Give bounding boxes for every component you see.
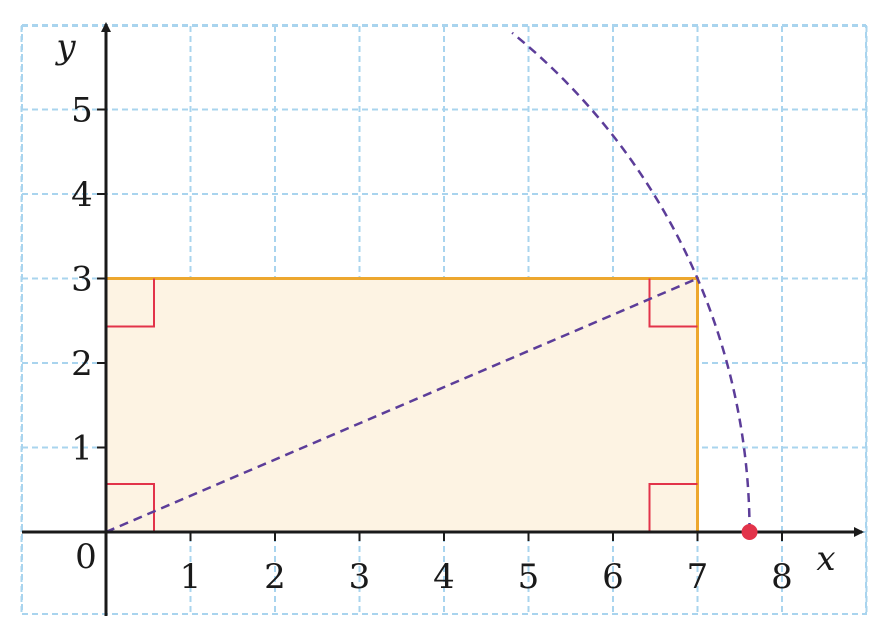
arc — [511, 31, 751, 533]
y-axis-label: y — [54, 27, 76, 67]
right-angle-mark — [648, 278, 698, 328]
dashed-construction — [105, 31, 751, 534]
x-tick-label: 8 — [771, 557, 793, 597]
right-angle-mark — [106, 278, 155, 328]
tick-labels: 1 2 3 4 5 6 7 8 1 2 3 4 5 0 x y — [54, 27, 835, 597]
grid-border — [21, 25, 867, 615]
y-tick-label: 3 — [71, 260, 93, 300]
right-angle-mark — [106, 483, 155, 532]
x-tick-label: 7 — [687, 557, 709, 597]
y-tick-label: 5 — [71, 91, 93, 131]
x-tick-label: 5 — [518, 557, 540, 597]
y-tick-label: 2 — [71, 344, 93, 384]
x-axis-label: x — [816, 539, 835, 579]
right-angle-mark — [648, 483, 698, 532]
right-angle-marks — [106, 278, 698, 532]
x-tick-label: 1 — [180, 557, 202, 597]
y-tick-label: 4 — [71, 175, 93, 215]
x-tick-label: 3 — [349, 557, 371, 597]
x-tick-label: 2 — [264, 557, 286, 597]
axes — [22, 22, 864, 616]
marked-point — [741, 524, 758, 540]
origin-label: 0 — [75, 537, 97, 577]
diagonal-line — [105, 277, 698, 534]
y-tick-label: 1 — [71, 429, 93, 469]
x-tick-label: 6 — [602, 557, 624, 597]
point-marker — [741, 524, 758, 540]
x-tick-label: 4 — [433, 557, 455, 597]
